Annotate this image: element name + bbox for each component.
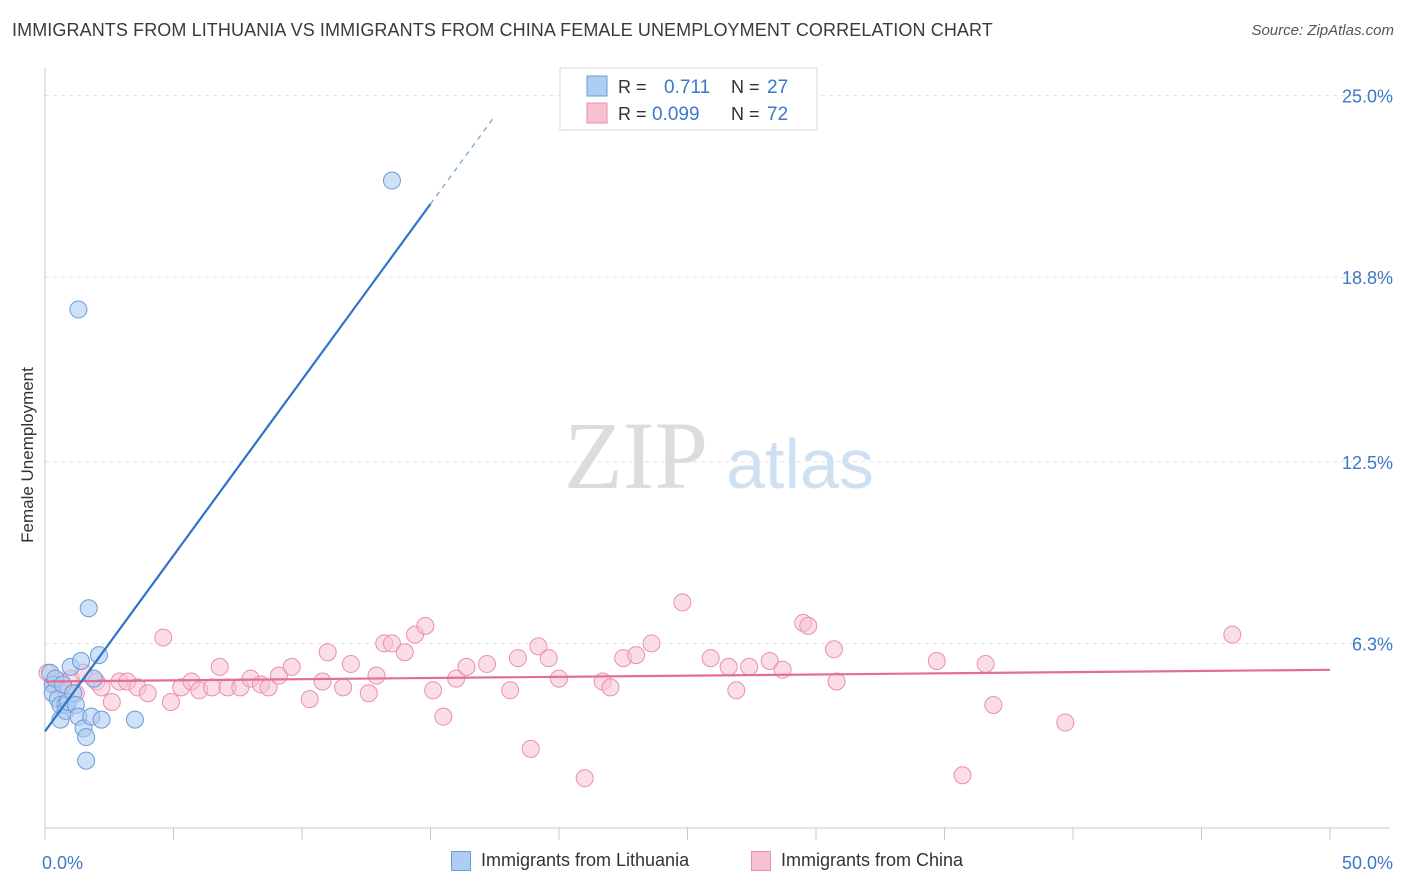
y-axis-label: Female Unemployment [18, 367, 37, 543]
china-n-value: 72 [767, 104, 788, 125]
y-tick-label-1: 12.5% [1342, 453, 1393, 473]
lithuania-r-value: 0.711 [664, 77, 710, 98]
lithuania-trend-extension [430, 115, 496, 205]
lithuania-point [69, 300, 88, 319]
china-point [539, 649, 558, 668]
watermark-zip: ZIP [564, 402, 708, 509]
legend-label-china: Immigrants from China [781, 850, 964, 870]
x-tick-label-max: 50.0% [1342, 853, 1393, 873]
china-point [416, 616, 435, 635]
china-point [529, 637, 548, 656]
china-point [367, 666, 386, 685]
china-point [1056, 713, 1075, 732]
china-point [203, 678, 222, 697]
tick-labels: 6.3% 12.5% 18.8% 25.0% 0.0% 50.0% [42, 87, 1393, 873]
china-points [38, 593, 1242, 788]
china-trend-line [44, 668, 1331, 683]
china-point [1223, 625, 1242, 644]
china-n-label: N = [731, 104, 760, 124]
lithuania-r-label: R = [618, 77, 647, 97]
china-point [953, 766, 972, 785]
china-point [154, 628, 173, 647]
china-point [927, 652, 946, 671]
china-point [501, 681, 520, 700]
chart-title: IMMIGRANTS FROM LITHUANIA VS IMMIGRANTS … [12, 20, 993, 40]
china-point [701, 649, 720, 668]
china-point [550, 669, 568, 688]
china-point [359, 684, 378, 703]
china-point [210, 657, 229, 676]
lithuania-n-label: N = [731, 77, 760, 97]
china-point [161, 693, 180, 712]
china-point [642, 634, 661, 653]
legend-item-lithuania[interactable]: Immigrants from Lithuania [451, 850, 689, 871]
lithuania-point [125, 710, 144, 729]
china-point [575, 769, 594, 788]
china-point [719, 657, 738, 676]
china-point [673, 593, 692, 612]
gridlines [45, 95, 1390, 644]
china-point [457, 657, 476, 676]
china-point [799, 616, 818, 635]
china-point [102, 693, 121, 712]
lithuania-point [77, 751, 96, 770]
lithuania-swatch [451, 850, 471, 871]
china-point [282, 657, 301, 676]
source-credit: Source: ZipAtlas.com [1251, 22, 1394, 39]
china-point [434, 707, 453, 726]
watermark-atlas: atlas [726, 425, 874, 503]
lithuania-point [71, 652, 90, 671]
china-point [760, 652, 779, 671]
china-point [138, 684, 157, 703]
china-point [341, 654, 360, 673]
lithuania-n-value: 27 [767, 77, 788, 98]
lithuania-point [79, 599, 98, 618]
china-point [300, 690, 319, 709]
china-point [478, 654, 497, 673]
china-point [508, 649, 527, 668]
china-point [395, 643, 414, 662]
lithuania-point [77, 728, 96, 747]
y-tick-label-3: 25.0% [1342, 87, 1393, 107]
lithuania-point [84, 669, 103, 688]
china-point [313, 672, 332, 691]
china-point [424, 681, 443, 700]
trend-lines [44, 115, 1331, 732]
stats-legend: R = 0.711 N = 27 R = 0.099 N = 72 [559, 67, 818, 131]
legend-item-china[interactable]: Immigrants from China [751, 850, 963, 871]
lithuania-point [92, 710, 111, 729]
china-r-value: 0.099 [652, 104, 700, 125]
china-point [334, 678, 353, 697]
x-tick-label-min: 0.0% [42, 853, 83, 873]
watermark: ZIP atlas [564, 402, 874, 509]
china-swatch [751, 850, 771, 871]
legend-label-lithuania: Immigrants from Lithuania [481, 850, 690, 870]
lithuania-points [41, 171, 401, 770]
china-r-label: R = [618, 104, 647, 124]
china-legend-swatch [586, 102, 608, 124]
china-point [627, 646, 646, 665]
lithuania-trend-line [44, 203, 432, 732]
china-point [601, 678, 620, 697]
china-point [740, 657, 759, 676]
axes [44, 68, 1390, 840]
china-point [824, 640, 843, 659]
y-tick-label-0: 6.3% [1352, 634, 1393, 654]
china-point [827, 672, 846, 691]
china-point [318, 643, 337, 662]
china-point [521, 739, 540, 758]
china-point [727, 681, 746, 700]
bottom-legend: Immigrants from Lithuania Immigrants fro… [0, 850, 1406, 880]
y-tick-label-2: 18.8% [1342, 268, 1393, 288]
china-point [984, 695, 1003, 714]
lithuania-legend-swatch [586, 75, 608, 97]
lithuania-point [382, 171, 401, 190]
china-point [976, 654, 995, 673]
china-point [382, 634, 401, 653]
